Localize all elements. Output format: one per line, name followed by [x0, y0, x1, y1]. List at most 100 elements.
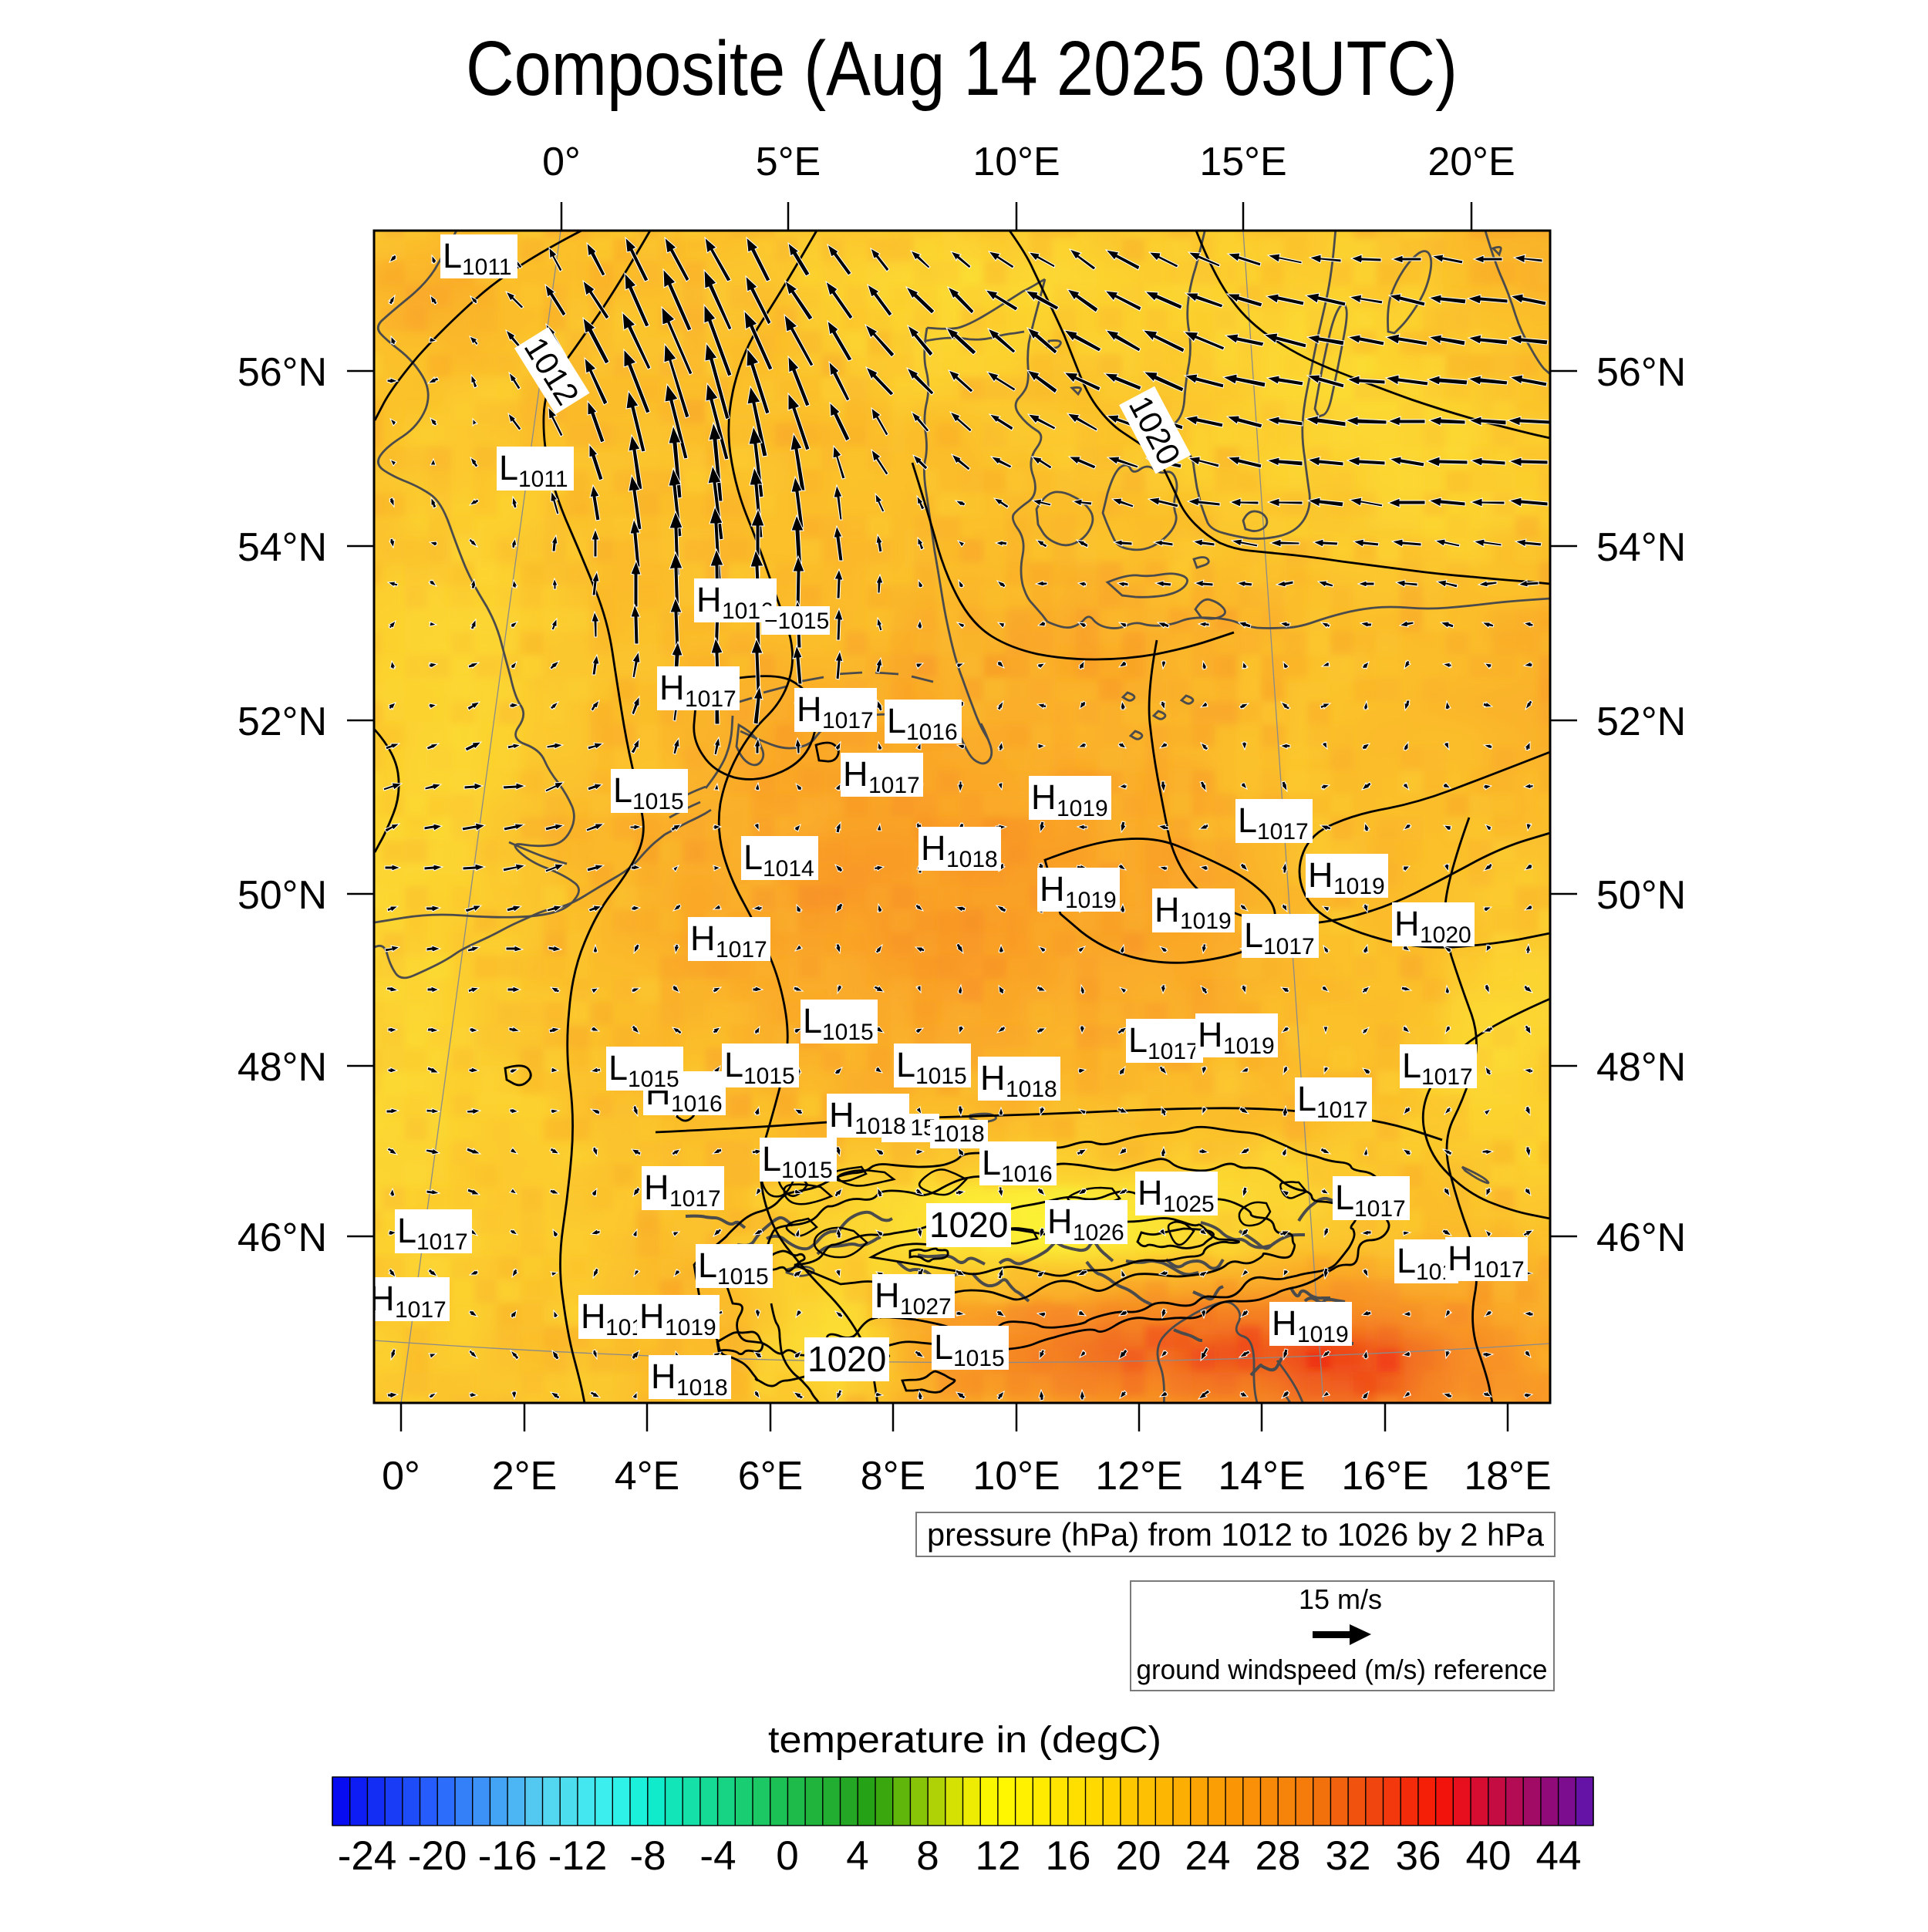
svg-text:L: L	[887, 701, 906, 740]
svg-text:1016: 1016	[671, 1091, 723, 1117]
svg-text:1017: 1017	[1148, 1039, 1199, 1064]
svg-text:1015: 1015	[628, 1067, 679, 1092]
svg-text:4: 4	[846, 1833, 868, 1879]
svg-text:L: L	[1128, 1020, 1148, 1060]
svg-text:L: L	[1244, 915, 1263, 955]
svg-text:H: H	[1154, 890, 1180, 929]
svg-text:-24: -24	[338, 1833, 397, 1879]
svg-text:L: L	[803, 1001, 822, 1040]
svg-text:1019: 1019	[1297, 1322, 1349, 1347]
svg-text:H: H	[644, 1168, 669, 1207]
svg-text:1017: 1017	[1316, 1097, 1368, 1123]
svg-text:50°N: 50°N	[1596, 873, 1686, 918]
svg-text:1017: 1017	[685, 686, 736, 712]
svg-text:H: H	[843, 754, 868, 794]
svg-text:-16: -16	[478, 1833, 538, 1879]
svg-text:1019: 1019	[1065, 888, 1117, 913]
svg-text:1017: 1017	[1421, 1064, 1473, 1090]
svg-text:12: 12	[976, 1833, 1021, 1879]
svg-text:1018: 1018	[854, 1114, 906, 1139]
svg-text:H: H	[1448, 1239, 1473, 1278]
svg-text:L: L	[762, 1139, 781, 1178]
svg-text:46°N: 46°N	[238, 1216, 327, 1260]
svg-text:H: H	[1394, 904, 1420, 943]
svg-text:28: 28	[1256, 1833, 1301, 1879]
svg-text:1017: 1017	[868, 773, 920, 798]
svg-text:16°E: 16°E	[1341, 1454, 1428, 1499]
svg-text:1017: 1017	[395, 1297, 447, 1323]
svg-text:0°: 0°	[382, 1454, 420, 1499]
svg-text:54°N: 54°N	[1596, 525, 1686, 570]
svg-text:36: 36	[1396, 1833, 1441, 1879]
svg-text:1011: 1011	[518, 467, 568, 492]
svg-text:H: H	[690, 919, 716, 958]
svg-text:L: L	[698, 1246, 717, 1285]
svg-text:L: L	[896, 1045, 915, 1084]
svg-text:46°N: 46°N	[1596, 1216, 1686, 1260]
svg-text:pressure (hPa) from 1012 to 10: pressure (hPa) from 1012 to 1026 by 2 hP…	[927, 1516, 1545, 1553]
svg-text:1015: 1015	[717, 1264, 769, 1290]
svg-text:1014: 1014	[763, 856, 814, 882]
svg-text:0°: 0°	[542, 140, 581, 184]
svg-text:H: H	[1047, 1202, 1073, 1241]
svg-text:1027: 1027	[900, 1294, 952, 1320]
svg-text:L: L	[1335, 1178, 1354, 1217]
svg-text:15°E: 15°E	[1199, 140, 1286, 184]
svg-text:H: H	[1040, 869, 1065, 909]
svg-text:L: L	[1397, 1241, 1416, 1280]
svg-text:L: L	[724, 1045, 743, 1084]
svg-text:L: L	[499, 448, 518, 487]
svg-text:1015: 1015	[632, 789, 684, 814]
svg-text:H: H	[639, 1296, 665, 1336]
svg-text:15 m/s: 15 m/s	[1299, 1583, 1382, 1615]
svg-text:L: L	[1297, 1079, 1316, 1118]
svg-text:48°N: 48°N	[238, 1045, 327, 1090]
svg-text:H: H	[1308, 855, 1333, 895]
svg-text:1017: 1017	[1263, 934, 1315, 959]
svg-text:H: H	[980, 1058, 1006, 1097]
svg-text:1017: 1017	[416, 1229, 468, 1255]
svg-text:1011: 1011	[462, 255, 512, 280]
svg-text:56°N: 56°N	[238, 350, 327, 395]
svg-text:L: L	[443, 236, 462, 275]
svg-text:1019: 1019	[1057, 796, 1108, 821]
svg-text:1018: 1018	[946, 847, 998, 872]
svg-text:52°N: 52°N	[1596, 700, 1686, 744]
svg-text:14°E: 14°E	[1218, 1454, 1305, 1499]
svg-text:1015: 1015	[953, 1346, 1005, 1371]
svg-text:20°E: 20°E	[1427, 140, 1515, 184]
svg-text:-4: -4	[699, 1833, 736, 1879]
svg-text:48°N: 48°N	[1596, 1045, 1686, 1090]
svg-text:L: L	[743, 838, 763, 877]
svg-text:H: H	[1031, 777, 1057, 817]
svg-text:24: 24	[1185, 1833, 1231, 1879]
svg-text:1020: 1020	[807, 1339, 886, 1379]
svg-text:54°N: 54°N	[238, 525, 327, 570]
svg-text:1018: 1018	[1006, 1077, 1057, 1102]
svg-text:50°N: 50°N	[238, 873, 327, 918]
svg-text:temperature in (degC): temperature in (degC)	[768, 1720, 1161, 1761]
svg-text:H: H	[696, 580, 722, 619]
svg-text:16: 16	[1046, 1833, 1091, 1879]
svg-text:H: H	[1138, 1173, 1163, 1212]
svg-text:H: H	[921, 828, 946, 868]
svg-text:L: L	[1238, 801, 1257, 840]
svg-text:L: L	[982, 1143, 1001, 1182]
svg-text:1017: 1017	[1473, 1257, 1525, 1283]
svg-text:8°E: 8°E	[861, 1454, 925, 1499]
svg-text:1018: 1018	[676, 1375, 728, 1401]
svg-text:1019: 1019	[1333, 874, 1385, 899]
svg-text:Composite (Aug 14 2025 03UTC): Composite (Aug 14 2025 03UTC)	[466, 25, 1458, 112]
svg-text:L: L	[397, 1211, 416, 1250]
svg-text:1025: 1025	[1163, 1192, 1215, 1217]
svg-text:L: L	[934, 1327, 953, 1367]
svg-text:1020: 1020	[929, 1205, 1008, 1245]
svg-text:L: L	[613, 770, 632, 810]
svg-text:40: 40	[1466, 1833, 1512, 1879]
svg-text:1017: 1017	[669, 1186, 721, 1212]
svg-text:H: H	[1198, 1015, 1223, 1054]
svg-text:56°N: 56°N	[1596, 350, 1686, 395]
svg-text:H: H	[369, 1279, 395, 1318]
svg-text:20: 20	[1116, 1833, 1161, 1879]
svg-text:10°E: 10°E	[972, 140, 1060, 184]
